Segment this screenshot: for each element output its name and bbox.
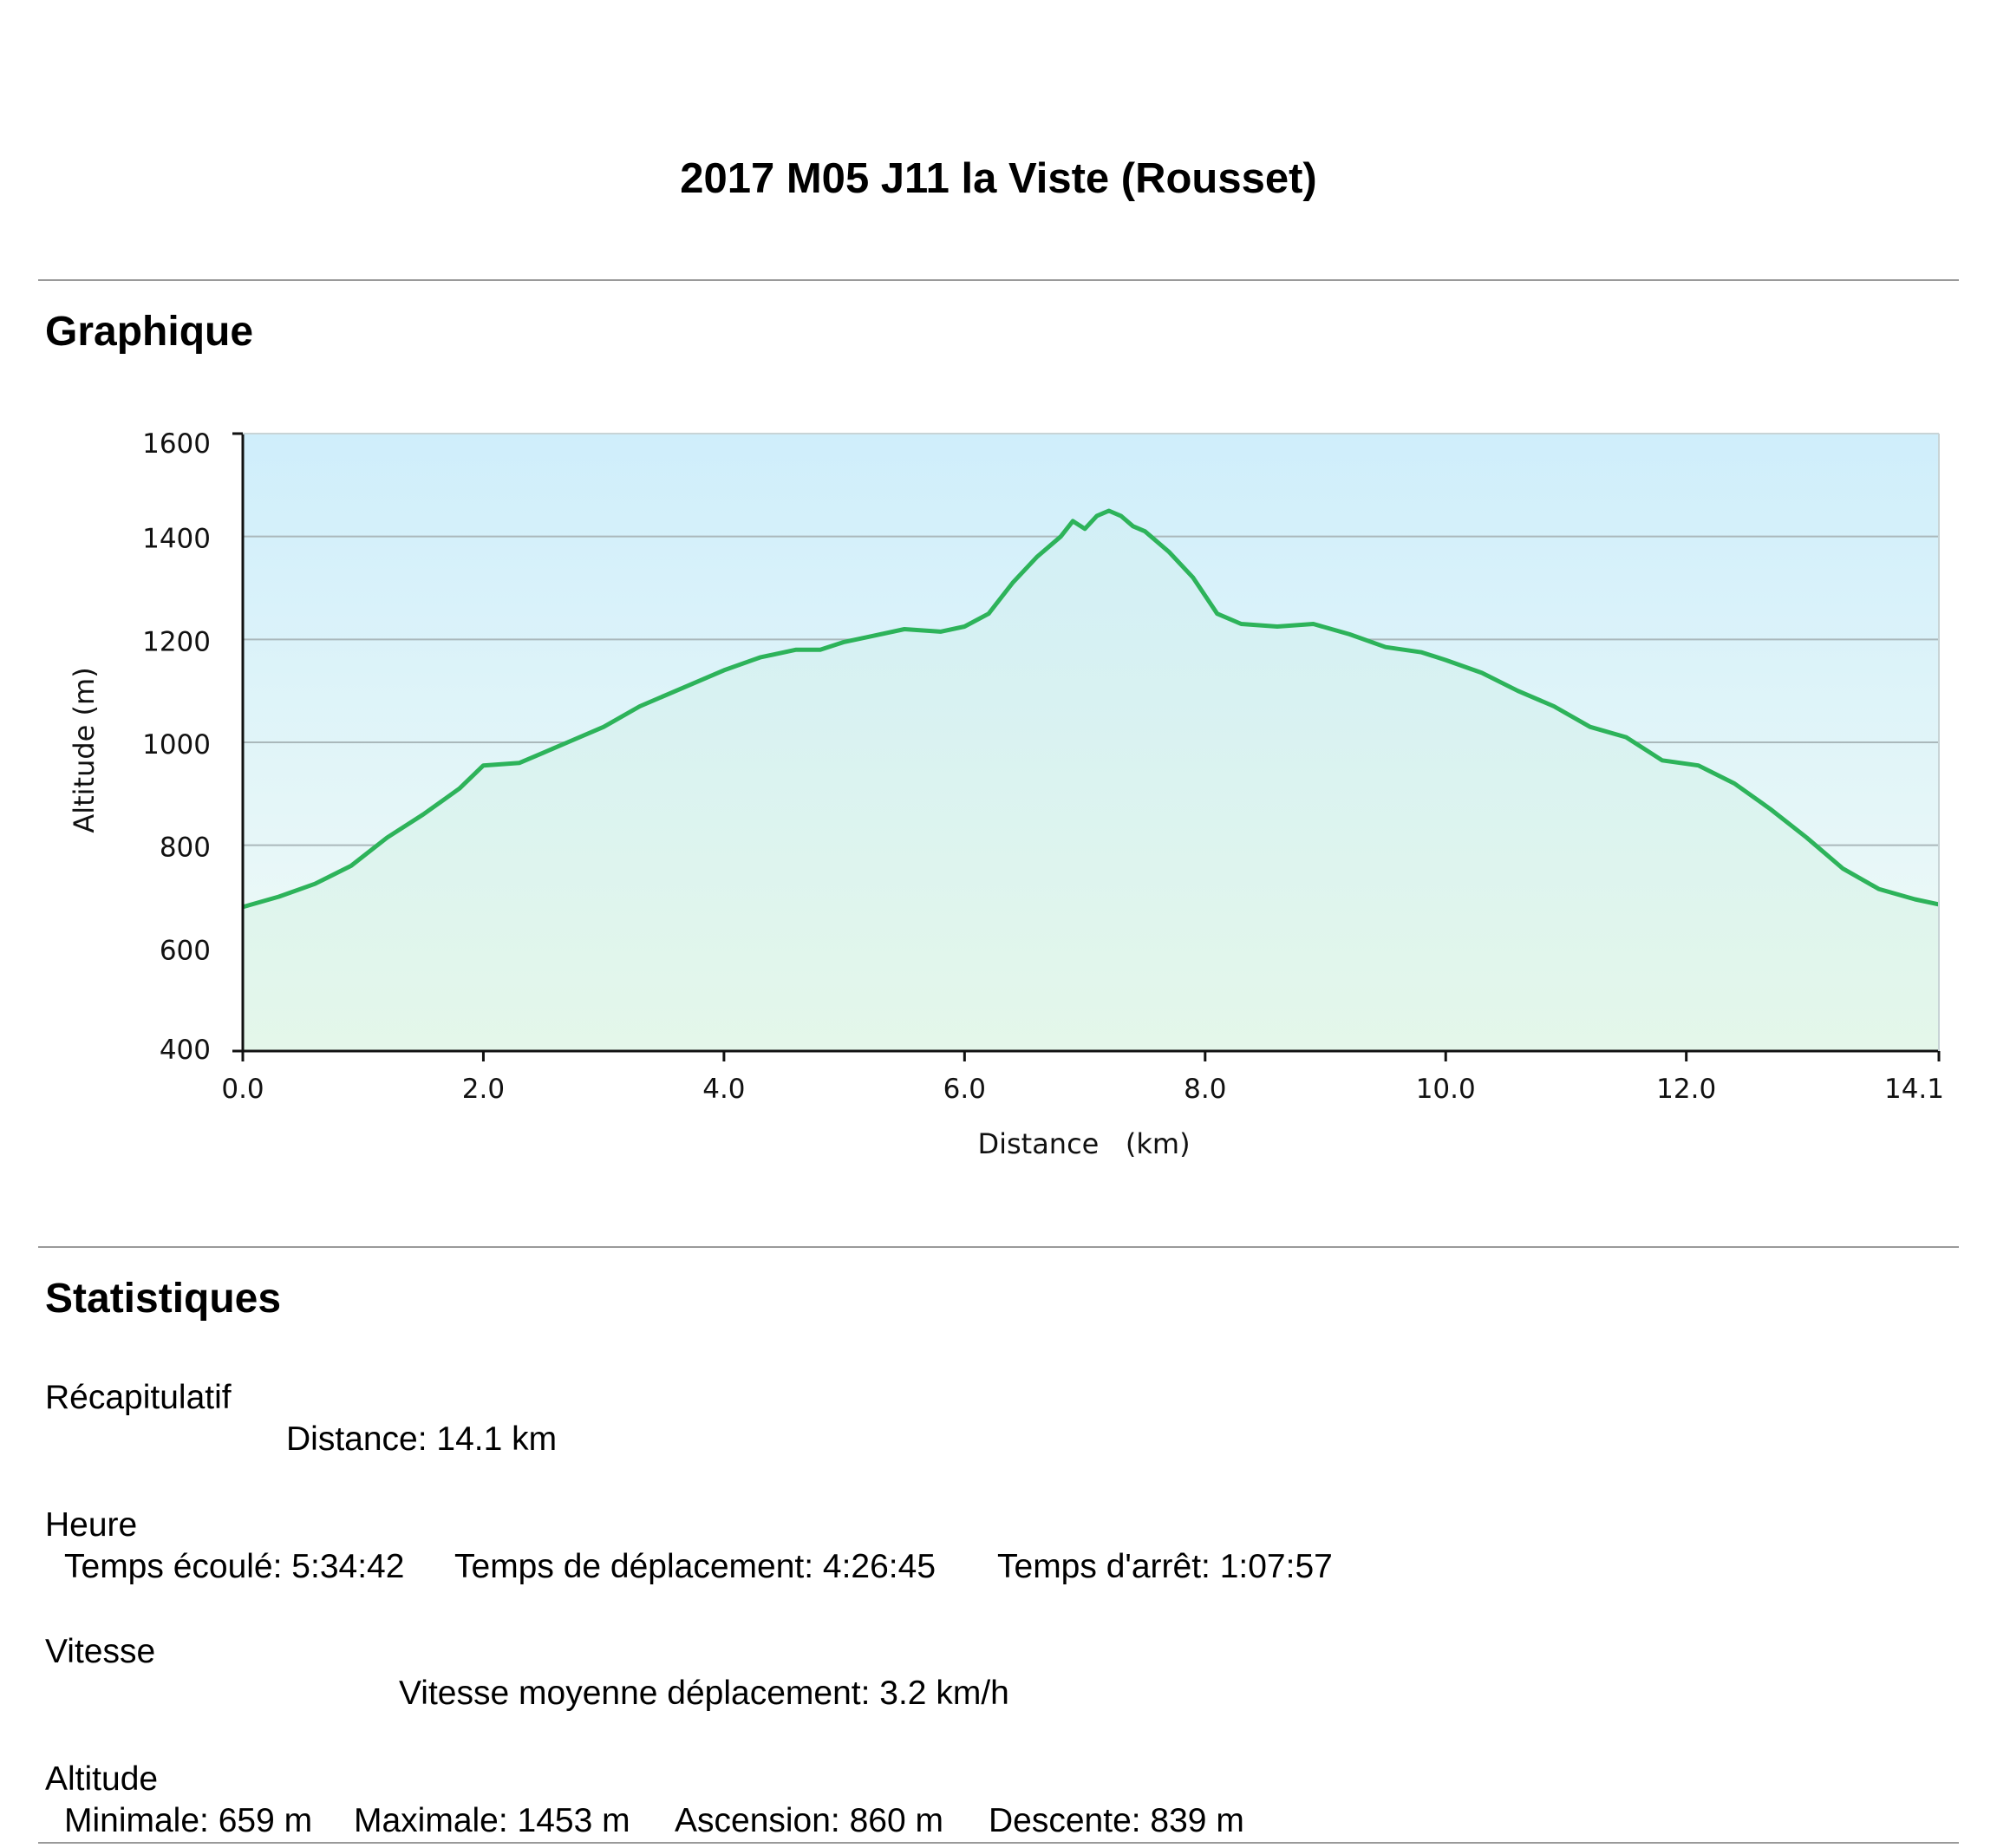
x-tick-label-0.0: 0.0 <box>221 1074 264 1105</box>
avg-moving-speed: Vitesse moyenne déplacement: 3.2 km/h <box>399 1675 1009 1712</box>
stats-heading: Statistiques <box>45 1276 282 1322</box>
time-label: Heure <box>45 1506 138 1544</box>
graph-heading: Graphique <box>45 309 254 355</box>
altitude-ascent: Ascension: 860 m <box>675 1802 944 1839</box>
summary-label: Récapitulatif <box>45 1379 232 1416</box>
altitude-label: Altitude <box>45 1760 159 1798</box>
x-tick-label-6.0: 6.0 <box>943 1074 986 1105</box>
divider-bottom <box>38 1842 1959 1844</box>
divider-top <box>38 279 1959 281</box>
x-tick-label-14.1: 14.1 <box>1884 1074 1944 1105</box>
y-tick-label-400: 400 <box>160 1035 211 1066</box>
y-tick-label-1000: 1000 <box>142 729 211 761</box>
y-tick-label-600: 600 <box>160 935 211 966</box>
axes <box>232 432 1940 1053</box>
x-tick-label-2.0: 2.0 <box>462 1074 505 1105</box>
x-tick-labels: 0.0 2.0 4.0 6.0 8.0 10.0 12.0 14.1 <box>221 1051 1944 1105</box>
y-tick-labels: 1600 1400 1200 1000 800 600 400 <box>142 428 211 1066</box>
x-axis-label: Distance (km) <box>977 1127 1190 1160</box>
x-tick-label-4.0: 4.0 <box>702 1074 745 1105</box>
x-tick-label-12.0: 12.0 <box>1656 1074 1716 1105</box>
x-tick-label-10.0: 10.0 <box>1416 1074 1476 1105</box>
y-axis-label: Altitude (m) <box>68 667 101 833</box>
y-tick-label-800: 800 <box>160 833 211 864</box>
stopped-time: Temps d'arrêt: 1:07:57 <box>997 1548 1333 1585</box>
page-title: 2017 M05 J11 la Viste (Rousset) <box>680 155 1317 202</box>
altitude-min: Minimale: 659 m <box>64 1802 313 1839</box>
divider-middle <box>38 1246 1959 1248</box>
moving-time: Temps de déplacement: 4:26:45 <box>454 1548 937 1585</box>
elevation-line <box>242 508 1940 910</box>
distance-value: Distance: 14.1 km <box>286 1420 558 1458</box>
y-tick-label-1400: 1400 <box>142 524 211 555</box>
elevation-chart: 1600 1400 1200 1000 800 600 400 0.0 2.0 4.0 6.0 8.… <box>68 428 1944 1160</box>
x-tick-label-8.0: 8.0 <box>1184 1074 1226 1105</box>
y-tick-label-1600: 1600 <box>142 428 211 460</box>
y-tick-label-1200: 1200 <box>142 626 211 657</box>
speed-label: Vitesse <box>45 1633 156 1670</box>
elapsed-time: Temps écoulé: 5:34:42 <box>64 1548 405 1585</box>
altitude-descent: Descente: 839 m <box>989 1802 1244 1839</box>
altitude-max: Maximale: 1453 m <box>354 1802 630 1839</box>
elevation-area <box>243 511 1939 1051</box>
